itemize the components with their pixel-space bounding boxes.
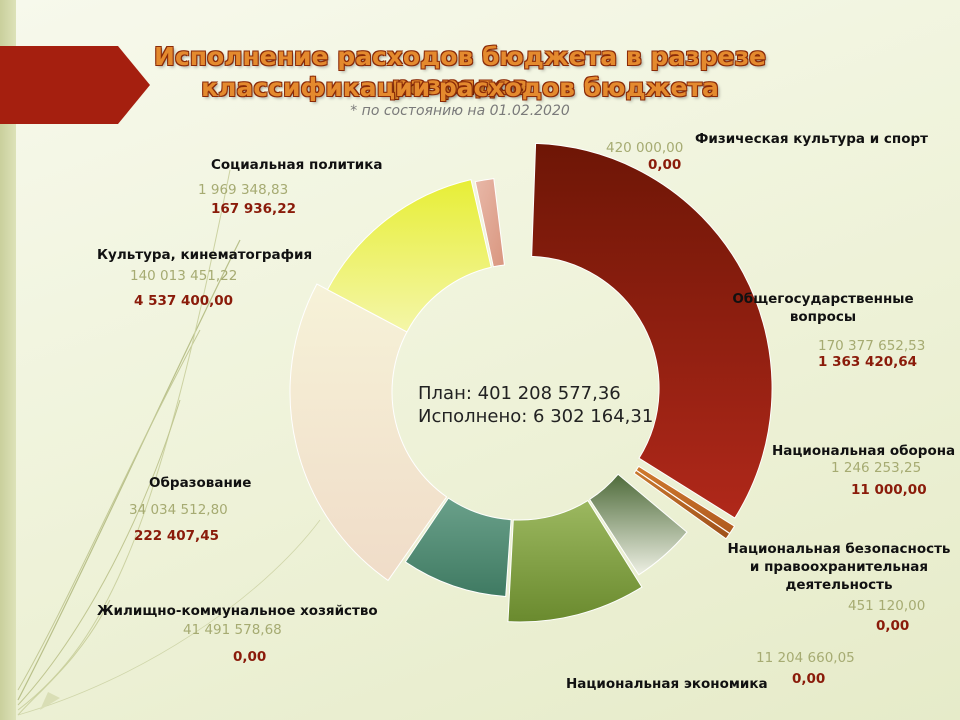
- executed-culture: 4 537 400,00: [134, 293, 234, 309]
- donut-slice-culture: [289, 283, 448, 582]
- donut-slice-education: [404, 497, 512, 598]
- executed-security: 0,00: [876, 618, 910, 634]
- donut-slice-sport: [474, 178, 505, 268]
- title-line-1: Исполнение расходов бюджета в разрезе ра…: [154, 42, 766, 100]
- label-general-issues: Общегосударственные вопросы: [732, 291, 914, 325]
- accent-tab: [0, 46, 150, 124]
- plan-economy: 11 204 660,05: [756, 650, 855, 666]
- center-executed-total: Исполнено: 6 302 164,31: [418, 406, 654, 427]
- label-education: Образование: [149, 475, 252, 491]
- executed-defense: 11 000,00: [851, 482, 927, 498]
- label-defense: Национальная оборона: [772, 443, 956, 459]
- title-line-2: классификации расходов бюджета: [201, 73, 719, 102]
- executed-economy: 0,00: [792, 671, 826, 687]
- donut-slice-housing: [507, 499, 643, 623]
- executed-education: 222 407,45: [134, 528, 219, 544]
- plan-defense: 1 246 253,25: [831, 460, 922, 476]
- label-economy: Национальная экономика: [566, 676, 768, 692]
- label-sport: Физическая культура и спорт: [695, 131, 928, 147]
- subtitle: * по состоянию на 01.02.2020: [350, 103, 570, 119]
- label-security: Национальная безопасность и правоохранит…: [727, 541, 951, 593]
- label-social-policy: Социальная политика: [211, 157, 383, 173]
- label-housing: Жилищно-коммунальное хозяйство: [97, 603, 378, 619]
- plan-housing: 41 491 578,68: [183, 622, 282, 638]
- label-culture: Культура, кинематография: [97, 247, 313, 263]
- plan-security: 451 120,00: [848, 598, 926, 614]
- executed-sport: 0,00: [648, 157, 682, 173]
- donut-slice-security: [633, 469, 731, 540]
- plan-sport: 420 000,00: [606, 140, 684, 156]
- center-plan-total: План: 401 208 577,36: [418, 383, 621, 404]
- plan-social-policy: 1 969 348,83: [198, 182, 289, 198]
- donut-slices: [289, 142, 773, 623]
- donut-slice-social-policy: [326, 178, 492, 333]
- executed-general-issues: 1 363 420,64: [818, 354, 918, 370]
- donut-slice-economy: [589, 473, 688, 576]
- left-decor-band: [0, 0, 16, 720]
- plan-general-issues: 170 377 652,53: [818, 338, 926, 354]
- plan-culture: 140 013 451,22: [130, 268, 238, 284]
- executed-social-policy: 167 936,22: [211, 201, 296, 217]
- executed-housing: 0,00: [233, 649, 267, 665]
- plan-education: 34 034 512,80: [129, 502, 228, 518]
- donut-slice-general-issues: [531, 142, 773, 519]
